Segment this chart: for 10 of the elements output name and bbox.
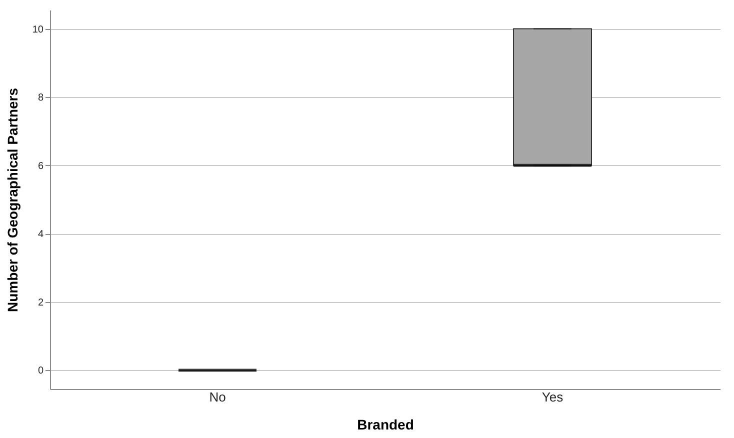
y-axis-title: Number of Geographical Partners [4,88,20,312]
y-tick-label: 8 [38,92,44,104]
x-tick-label: Yes [542,390,564,404]
x-tick-label: No [209,390,226,404]
x-axis-title: Branded [357,416,414,432]
y-tick-label: 4 [38,229,44,240]
y-tick-label: 2 [38,297,44,308]
y-tick-label: 10 [32,24,44,36]
y-tick-label: 0 [38,366,44,377]
y-tick-label: 6 [38,160,44,172]
